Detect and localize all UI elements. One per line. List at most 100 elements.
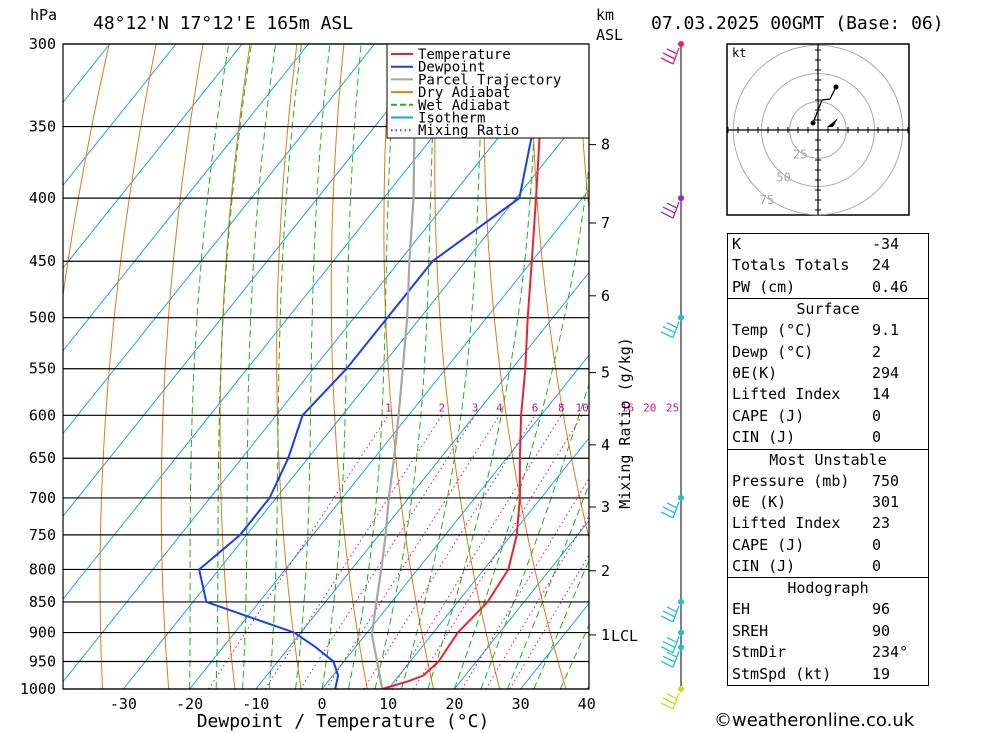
wind-barb-staff [672,321,680,338]
x-axis-label: Dewpoint / Temperature (°C) [197,711,490,732]
stat-row: PW (cm) 0.46 [732,277,909,296]
wind-barb-feathers [660,606,678,623]
dry-adiabat-line [99,44,157,689]
stat-row: Pressure (mb) 750 [732,471,900,490]
wind-barb-feathers [660,502,678,519]
km-tick-label: 5 [601,364,610,382]
isotherm-line [255,271,589,689]
stat-row: CIN (J) 0 [732,428,882,447]
dry-adiabat-line [219,44,251,689]
pressure-tick-label: 900 [29,624,56,642]
pressure-tick-label: 400 [29,189,56,207]
hodograph-start-marker [810,120,816,126]
km-axis: 1 2 3 4 5 6 7 8 LCL [589,136,638,645]
pressure-tick-label: 650 [29,449,56,467]
mixing-ratio-line [264,415,443,689]
wind-barb-staff [672,605,680,623]
pressure-tick-label: 550 [29,360,56,378]
wet-adiabat-line [453,161,589,689]
wind-barb [660,605,680,623]
wet-adiabat-line [427,44,539,689]
pressure-tick-label: 800 [29,560,56,578]
wind-level-dot [678,195,684,202]
hodograph-end-marker [833,84,839,90]
wet-adiabat-line [506,483,589,689]
wind-barb [660,636,680,654]
footer-credit[interactable]: ©weatheronline.co.uk [714,710,915,731]
pressure-tick-label: 950 [29,653,56,671]
pressure-tick-label: 700 [29,489,56,507]
wind-level-dot [678,494,684,501]
stat-row: Lifted Index 23 [732,514,891,533]
hodograph-title: Hodograph [787,579,869,598]
wind-barb-feathers [660,202,678,219]
legend-label: Isotherm [418,111,485,127]
wind-level-dot [678,41,684,47]
mixing-ratio-label: 16 [621,401,634,414]
most-unstable-title: Most Unstable [769,450,887,469]
sounding-series [198,44,548,689]
legend-label: Wet Adiabat [418,98,511,114]
mixing-ratio-label: 4 [496,401,503,414]
temperature-tick-label: -20 [176,695,203,713]
legend-label: Dewpoint [418,60,485,76]
stat-row: θE (K) 301 [732,492,900,511]
wind-profile [660,41,684,710]
most-unstable-section: Most Unstable Pressure (mb) 750 θE (K) 301… [728,450,928,579]
wind-barb [660,501,680,519]
wet-adiabat-line [215,44,252,689]
legend-label: Dry Adiabat [418,85,511,101]
pressure-tick-labels: 300 350 400 450 500 550 600 650 700 750 800 850 900 9… [20,35,56,698]
mixing-ratio-label: 25 [666,401,679,414]
km-label: km [596,6,614,24]
pressure-tick-label: 850 [29,593,56,611]
wind-barb-staff [672,201,680,219]
mixing-ratio-line [363,415,536,689]
hodograph-ring-label: 25 [793,147,807,161]
surface-section: Surface Temp (°C) 9.1 Dewp (°C) 2 θE(K) 294… [728,299,928,450]
stat-row: CIN (J) 0 [732,557,882,576]
mixing-ratio-line [509,554,589,689]
hodograph-ring-label: 75 [760,193,774,207]
wet-adiabat-line [533,559,589,689]
stat-row: K -34 [732,235,900,253]
stat-row: Temp (°C) 9.1 [732,321,900,340]
km-tick-label: 3 [601,498,610,516]
wind-barb [660,201,680,219]
dewpoint-line [198,44,542,689]
mixing-ratio-label: 8 [558,401,565,414]
stat-row: EH 96 [732,600,891,619]
stats-panel: K -34 Totals Totals 24 PW (cm) 0.46 Surface… [727,233,929,687]
hpa-label: hPa [30,6,57,24]
stat-row: Totals Totals 24 [732,256,891,275]
isotherm-line [123,106,589,689]
wet-adiabat-line [480,382,589,689]
wind-barb-staff [672,650,680,668]
km-tick-label: 6 [601,287,610,305]
storm-motion-arrow [827,118,838,127]
isotherm-line [63,44,177,187]
wet-adiabat-line [295,44,331,689]
parcel-trajectory-line [370,44,429,689]
isotherm-line [63,44,574,683]
wind-barb [660,692,680,710]
location-title: 48°12'N 17°12'E 165m ASL [93,13,353,34]
mixing-ratio-label: 6 [532,401,539,414]
temperature-tick-label: 10 [379,695,397,713]
wind-barb-feathers [660,322,678,339]
km-tick-label: 8 [601,136,610,154]
datetime-title: 07.03.2025 00GMT (Base: 06) [651,13,944,34]
km-tick-label: 7 [601,214,610,232]
mixing-ratio-line [299,415,476,689]
pressure-tick-label: 500 [29,309,56,327]
wind-barb-feathers [660,48,678,65]
hodograph-ring-label: 50 [776,170,790,184]
mixing-ratio-line [325,415,500,689]
stat-row: StmDir 234° [732,643,909,662]
hodograph-trace [812,86,837,124]
wind-level-dot [678,314,684,321]
stat-row: θE(K) 294 [732,363,900,382]
plot-frame [62,43,590,690]
wet-adiabat-line [242,44,276,689]
